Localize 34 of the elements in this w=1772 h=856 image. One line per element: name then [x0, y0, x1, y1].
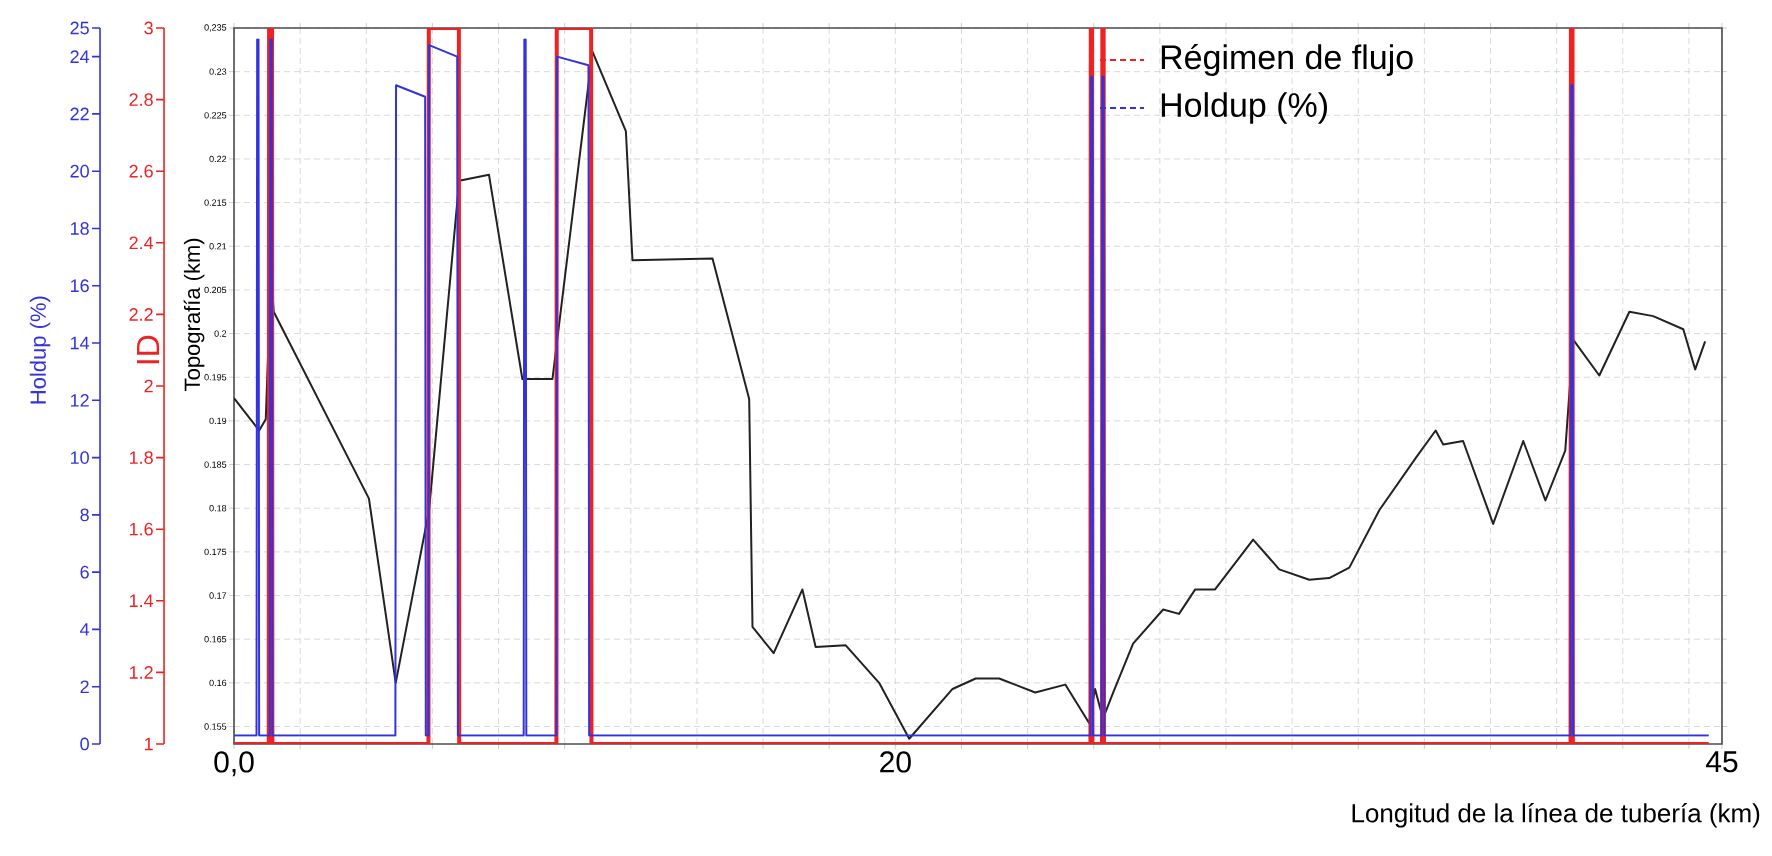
y2-tick-label: 8	[80, 508, 89, 522]
y3-axis-title: ID	[137, 335, 160, 364]
y3-tick-label: 2.6	[129, 164, 153, 178]
y2-tick-label: 22	[70, 107, 89, 121]
y3-tick-label: 2.2	[129, 308, 153, 321]
x-axis-title: Longitud de la línea de tubería (km)	[1352, 803, 1760, 828]
y2-tick-label: 12	[70, 394, 89, 407]
y3-tick-label: 3	[144, 21, 153, 35]
y2-axis-title: Holdup (%)	[29, 296, 51, 404]
y3-tick-label: 2.4	[129, 236, 154, 250]
y2-tick-label: 0	[80, 737, 89, 751]
y3-tick-label: 1.6	[129, 522, 153, 536]
y-axis-title: Topografía (km)	[183, 238, 205, 391]
y2-tick-label: 20	[70, 164, 89, 178]
y2-tick-label: 24	[70, 50, 90, 63]
legend-label: Holdup (%)	[1161, 92, 1327, 124]
x-tick-label: 20	[880, 751, 911, 773]
y2-tick-label: 25	[70, 21, 89, 35]
y2-tick-label: 6	[80, 565, 89, 579]
y3-tick-label: 2	[144, 379, 153, 393]
y3-tick-label: 1.8	[129, 451, 153, 464]
y2-tick-label: 18	[70, 222, 89, 235]
y2-tick-label: 14	[70, 336, 90, 350]
y2-tick-label: 2	[80, 680, 89, 693]
y3-tick-label: 1.4	[129, 594, 154, 607]
y3-tick-label: 2.8	[129, 93, 153, 106]
y3-tick-label: 1	[145, 737, 153, 751]
y3-tick-label: 1.2	[129, 666, 153, 679]
x-tick-label: 45	[1705, 751, 1738, 773]
y2-tick-label: 4	[80, 623, 90, 636]
y2-tick-label: 16	[70, 279, 89, 293]
legend-label: Régimen de flujo	[1161, 43, 1413, 77]
y2-tick-label: 10	[70, 451, 89, 464]
x-tick-label: 0,0	[214, 751, 254, 777]
